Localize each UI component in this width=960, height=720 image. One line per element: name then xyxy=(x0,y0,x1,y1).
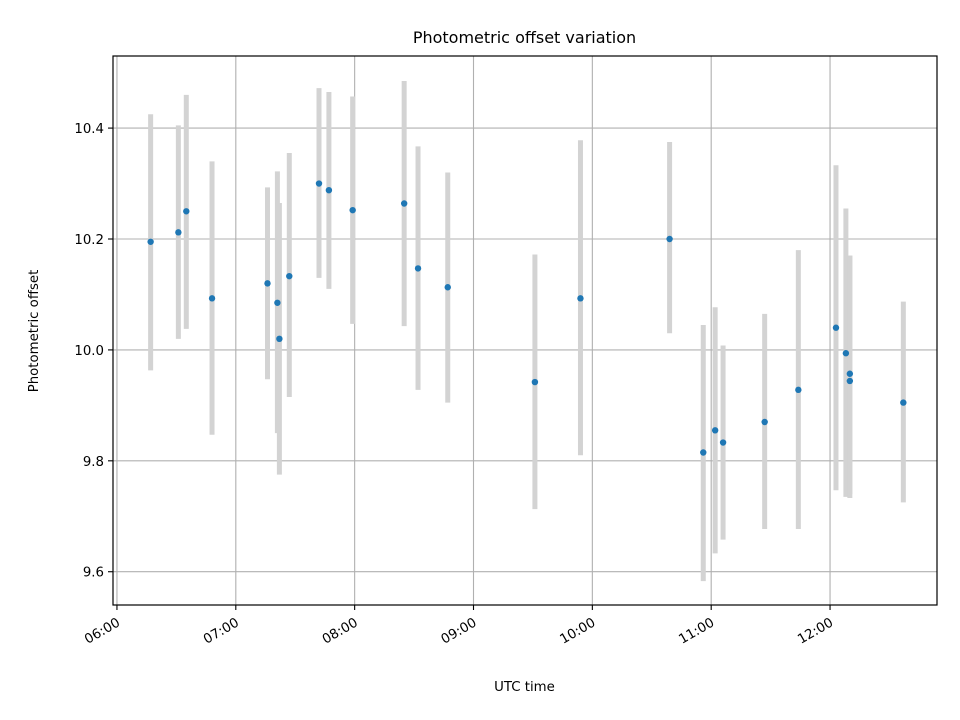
data-point xyxy=(832,324,840,331)
y-axis-ticks: 9.6 9.8 10.0 10.2 10.4 xyxy=(74,122,113,581)
data-point xyxy=(183,208,190,215)
data-point xyxy=(531,378,539,386)
data-point xyxy=(846,377,854,385)
x-axis-label: UTC time xyxy=(494,680,555,695)
y-axis-label: Photometric offset xyxy=(27,270,42,393)
data-point xyxy=(315,180,323,187)
axes-frame xyxy=(112,55,938,606)
data-point xyxy=(208,295,216,302)
y-tick-label: 10.4 xyxy=(74,122,104,137)
y-tick-label: 10.2 xyxy=(74,233,104,248)
data-point xyxy=(700,449,707,456)
data-point xyxy=(414,265,422,272)
y-tick-label: 9.8 xyxy=(83,455,104,470)
data-point xyxy=(577,295,584,302)
data-points xyxy=(147,180,907,456)
data-point xyxy=(900,399,907,406)
data-point xyxy=(666,235,673,243)
y-tick-label: 10.0 xyxy=(74,344,104,359)
data-point xyxy=(349,206,356,214)
plot-background xyxy=(113,56,937,605)
data-point xyxy=(175,229,182,236)
data-point xyxy=(325,187,333,194)
y-tick-label: 9.6 xyxy=(83,566,104,581)
data-point xyxy=(147,238,154,245)
data-point xyxy=(846,370,854,377)
data-point xyxy=(795,386,802,394)
data-point xyxy=(276,335,283,343)
data-point xyxy=(842,350,850,357)
plot-area xyxy=(113,56,937,605)
data-point xyxy=(444,284,451,291)
data-point xyxy=(286,272,293,280)
data-point xyxy=(274,299,281,306)
data-point xyxy=(400,200,408,207)
axes-border xyxy=(112,55,938,606)
data-point xyxy=(719,439,727,446)
data-point xyxy=(264,280,271,287)
chart-title: Photometric offset variation xyxy=(413,28,636,47)
data-point xyxy=(711,427,719,434)
data-point xyxy=(761,418,768,426)
